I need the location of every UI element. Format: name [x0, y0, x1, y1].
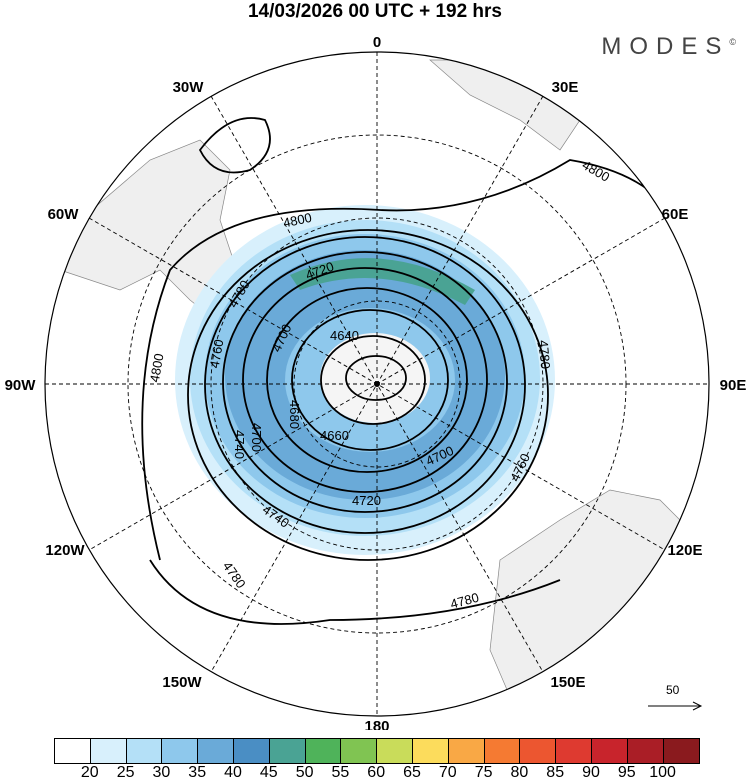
contour-label: 4780 [536, 339, 553, 369]
lon-label-90e: 90E [720, 377, 747, 394]
colorbar-tick-label: 55 [331, 764, 350, 781]
contour-label: 4740 [232, 430, 247, 459]
lon-label-60w: 60W [48, 206, 80, 223]
colorbar-ticks: 20 25 30 35 40 45 50 55 60 65 70 75 80 85 90 95 100 [54, 764, 714, 782]
colorbar-tick-label: 85 [546, 764, 565, 781]
colorbar [54, 738, 701, 764]
colorbar-swatch [484, 739, 521, 763]
colorbar-tick-label: 95 [617, 764, 636, 781]
reference-vector-label: 50 [666, 683, 680, 697]
colorbar-tick-label: 60 [367, 764, 386, 781]
polar-map: 0 30E 60E 90E 120E 150E 180 150W 120W 90… [5, 34, 747, 730]
colorbar-tick-label: 50 [295, 764, 314, 781]
colorbar-swatch [233, 739, 270, 763]
colorbar-swatch [591, 739, 628, 763]
logo-text: MODES [601, 33, 730, 60]
land-africa [429, 59, 601, 151]
map-title: 14/03/2026 00 UTC + 192 hrs [247, 1, 503, 22]
colorbar-swatch [663, 739, 700, 763]
lon-label-0: 0 [373, 34, 381, 51]
contour-label: 4700 [249, 423, 264, 452]
colorbar-swatch [412, 739, 449, 763]
modes-logo: MODES© [601, 33, 736, 61]
colorbar-swatch [556, 739, 592, 763]
colorbar-swatch [90, 739, 127, 763]
contour-label: 4800 [580, 157, 613, 184]
colorbar-swatch [448, 739, 485, 763]
colorbar-swatch [341, 739, 378, 763]
colorbar-swatch [126, 739, 163, 763]
colorbar-tick-label: 75 [474, 764, 493, 781]
contour-label: 4780 [220, 559, 249, 591]
colorbar-tick-label: 80 [510, 764, 529, 781]
contour-label: 4760 [207, 338, 227, 369]
arrow-head-icon [692, 701, 703, 711]
lon-label-60e: 60E [662, 206, 689, 223]
lon-label-120w: 120W [45, 542, 85, 559]
wind-shade-50 [290, 258, 475, 305]
colorbar-tick-label: 40 [224, 764, 242, 781]
colorbar-tick-label: 45 [259, 764, 278, 781]
contour-label: 4720 [352, 493, 381, 508]
colorbar-swatch [377, 739, 413, 763]
south-pole-marker [374, 381, 380, 387]
colorbar-tick-label: 90 [582, 764, 600, 781]
lon-label-120e: 120E [667, 542, 702, 559]
colorbar-tick-label: 100 [649, 764, 676, 781]
lon-label-180: 180 [364, 718, 389, 730]
contour-label: 4780 [449, 590, 481, 612]
colorbar-swatch [520, 739, 557, 763]
lon-label-30e: 30E [552, 79, 579, 96]
lon-label-90w: 90W [5, 377, 37, 394]
colorbar-swatch [305, 739, 342, 763]
colorbar-tick-label: 30 [152, 764, 171, 781]
colorbar-swatch [55, 739, 91, 763]
colorbar-tick-label: 25 [116, 764, 135, 781]
colorbar-swatch [198, 739, 234, 763]
lon-label-30w: 30W [173, 79, 205, 96]
contour-label: 4640 [330, 328, 359, 343]
contour-label: 4800 [147, 352, 167, 383]
lon-label-150w: 150W [162, 674, 202, 691]
wind-shade-calm [320, 333, 430, 423]
contour-label: 4660 [320, 428, 349, 443]
colorbar-tick-label: 65 [403, 764, 421, 781]
colorbar-tick-label: 35 [188, 764, 207, 781]
contour-label: 4800 [282, 210, 313, 231]
colorbar-swatch [269, 739, 306, 763]
map-boundary [44, 51, 710, 717]
contour-label: 4680 [287, 400, 302, 429]
colorbar-tick-label: 70 [438, 764, 457, 781]
colorbar-swatch [627, 739, 664, 763]
colorbar-swatch [162, 739, 199, 763]
lon-label-150e: 150E [550, 674, 585, 691]
colorbar-tick-label: 20 [80, 764, 99, 781]
logo-mark: © [729, 37, 736, 47]
